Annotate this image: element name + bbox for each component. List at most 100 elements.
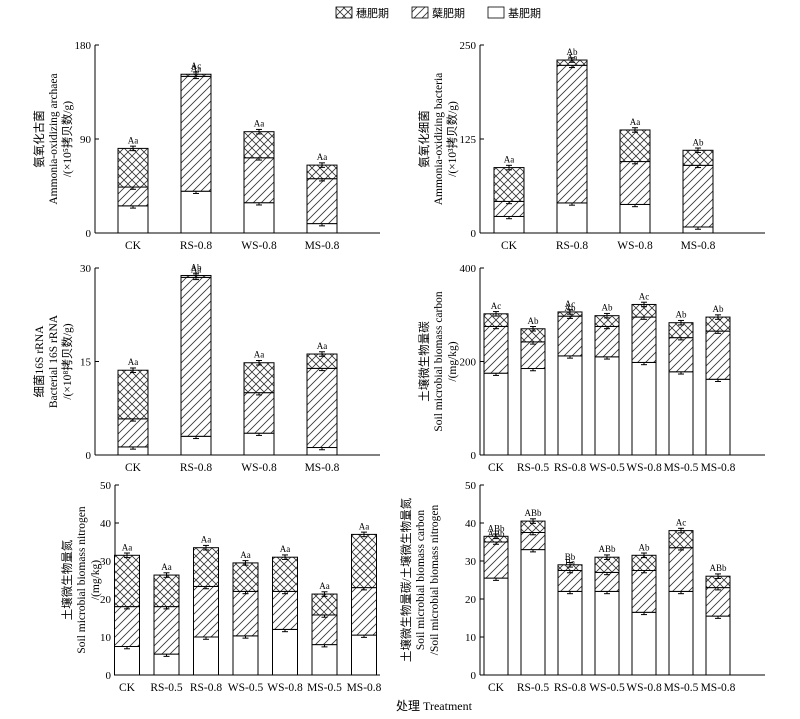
y-axis-label-line: 细菌16S rRNA	[33, 325, 46, 398]
bar-segment	[631, 611, 657, 676]
chart-panel-4: 0 200 400 土壤微生物量碳 Soil microbial biomass car…	[417, 263, 765, 474]
chart-legend: 穗肥期 蘖肥期 基肥期	[335, 6, 541, 20]
y-tick-label: 0	[471, 670, 477, 682]
bar-segment	[631, 570, 657, 613]
bar-segment	[232, 590, 259, 637]
y-tick-label: 180	[75, 40, 92, 52]
bar-segment	[351, 533, 377, 589]
legend-swatch-1	[411, 6, 429, 19]
y-tick-label: 40	[465, 518, 477, 530]
y-tick-label: 0	[86, 450, 92, 462]
significance-label: Aa	[191, 264, 202, 274]
x-tick-label: RS-0.8	[554, 682, 587, 694]
x-tick-label: WS-0.8	[617, 240, 653, 252]
bar-segment	[193, 585, 219, 638]
bar-segment	[306, 178, 338, 225]
significance-label: Ab	[602, 303, 613, 313]
bar-segment	[232, 635, 259, 676]
bar-segment	[243, 157, 275, 204]
y-axis-label-line: Soil microbial biomass nitrogen	[76, 506, 88, 653]
x-tick-label: MS-0.8	[701, 682, 736, 694]
x-tick-label: CK	[488, 682, 505, 694]
x-tick-label: CK	[125, 462, 142, 474]
bar-segment	[594, 571, 620, 592]
significance-label: Aa	[161, 562, 172, 572]
bar-segment	[114, 554, 140, 608]
y-tick-label: 40	[100, 518, 112, 530]
significance-label: Aa	[630, 117, 641, 127]
legend-label-0: 穗肥期	[356, 7, 389, 20]
bar-segment	[594, 356, 620, 456]
significance-label: Ac	[639, 291, 650, 301]
significance-label: ABb	[598, 544, 616, 554]
legend-swatch-2	[487, 6, 505, 19]
significance-label: Ab	[565, 303, 576, 313]
y-tick-label: 200	[460, 357, 477, 369]
x-tick-label: WS-0.5	[589, 682, 625, 694]
significance-label: Ab	[528, 316, 539, 326]
x-tick-label: MS-0.8	[347, 682, 382, 694]
chart-panel-6: 0 10 20 30 40 50 土壤微生物量碳/土壤微生物量氮 Soil microbial…	[399, 480, 765, 694]
bar-segment	[243, 432, 275, 456]
bar-segment	[705, 330, 731, 380]
y-tick-label: 10	[465, 632, 477, 644]
bar-segment	[682, 164, 714, 228]
x-tick-label: RS-0.8	[180, 240, 213, 252]
y-axis-label-line: /(×10⁸拷贝数/g)	[60, 323, 74, 399]
bar-segment	[243, 362, 275, 394]
bar-segment	[153, 606, 180, 655]
bar-segment	[180, 276, 212, 437]
x-tick-label: WS-0.8	[626, 682, 662, 694]
bar-segment	[193, 547, 219, 587]
bar-segment	[631, 316, 657, 363]
x-tick-label: CK	[125, 240, 142, 252]
y-tick-label: 20	[465, 594, 477, 606]
legend-label-2: 基肥期	[508, 7, 541, 20]
significance-label: Aa	[254, 350, 265, 360]
bar-segment	[493, 167, 525, 202]
significance-label: Aa	[122, 542, 133, 552]
bar-segment	[705, 587, 731, 617]
y-tick-label: 400	[460, 263, 477, 275]
bar-segment	[483, 577, 509, 676]
y-tick-label: 30	[465, 556, 477, 568]
y-axis-label-line: /Soil microbial biomass nitrogen	[429, 505, 441, 656]
y-tick-label: 250	[460, 40, 477, 52]
bar-segment	[483, 541, 509, 579]
x-axis-label: 处理 Treatment	[396, 699, 473, 713]
significance-label: Ab	[676, 310, 687, 320]
chart-panel-5: 0 10 20 30 40 50 土壤微生物量氮 Soil microbial biomass…	[60, 480, 382, 694]
bar-segment	[557, 355, 583, 456]
significance-label: Aa	[201, 535, 212, 545]
bar-segment	[668, 590, 694, 676]
y-axis-label-line: Ammonia-oxidizing bacteria	[433, 73, 445, 206]
significance-label: Aa	[504, 155, 515, 165]
significance-label: Aa	[280, 544, 291, 554]
y-axis-label-line: Bacterial 16S rRNA	[48, 314, 60, 408]
y-tick-label: 30	[100, 556, 112, 568]
significance-label: Ac	[491, 301, 502, 311]
chart-panel-1: 0 90 180 氨氧化古菌 Ammonia-oxidizing archaea/(×1…	[32, 40, 380, 252]
bar-segment	[311, 644, 338, 676]
significance-label: ABb	[524, 508, 542, 518]
legend-swatch-0	[335, 6, 353, 19]
bar-segment	[117, 205, 149, 234]
bar-segment	[117, 186, 149, 207]
y-tick-label: 15	[80, 357, 92, 369]
y-tick-label: 30	[80, 263, 92, 275]
significance-label: Aa	[317, 152, 328, 162]
x-tick-label: MS-0.5	[307, 682, 342, 694]
bar-segment	[272, 590, 298, 630]
bar-segment	[243, 131, 275, 159]
x-tick-label: WS-0.8	[267, 682, 303, 694]
bar-segment	[272, 556, 298, 592]
x-tick-label: WS-0.8	[241, 462, 277, 474]
bar-segment	[180, 435, 212, 456]
bar-segment	[306, 367, 338, 449]
y-axis-label-line: /(×10³拷贝数/g)	[445, 101, 459, 177]
significance-label: Ab	[713, 304, 724, 314]
y-tick-label: 20	[100, 594, 112, 606]
y-axis-label-line: 土壤微生物量氮	[60, 539, 74, 620]
x-tick-label: RS-0.8	[180, 462, 213, 474]
significance-label: Aa	[191, 63, 202, 73]
